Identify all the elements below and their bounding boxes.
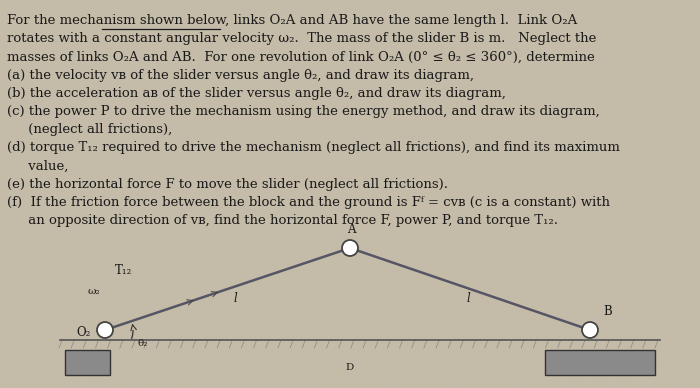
Text: D: D [346,364,354,372]
Bar [545,350,655,375]
Text: (neglect all frictions),: (neglect all frictions), [7,123,172,136]
Circle shape [582,322,598,338]
Text: (a) the velocity vʙ of the slider versus angle θ₂, and draw its diagram,: (a) the velocity vʙ of the slider versus… [7,69,474,81]
Bar [65,350,110,375]
Text: (b) the acceleration aʙ of the slider versus angle θ₂, and draw its diagram,: (b) the acceleration aʙ of the slider ve… [7,87,506,100]
Text: For the mechanism shown below, links O₂A and AB have the same length l.  Link O₂: For the mechanism shown below, links O₂A… [7,14,578,27]
Text: ω₂: ω₂ [88,288,100,296]
Text: (c) the power P to drive the mechanism using the energy method, and draw its dia: (c) the power P to drive the mechanism u… [7,105,600,118]
Text: an opposite direction of vʙ, find the horizontal force F, power P, and torque T₁: an opposite direction of vʙ, find the ho… [7,214,558,227]
Text: rotates with a constant angular velocity ω₂.  The mass of the slider B is m.   N: rotates with a constant angular velocity… [7,32,596,45]
Text: (e) the horizontal force F to move the slider (neglect all frictions).: (e) the horizontal force F to move the s… [7,178,448,191]
Text: T₁₂: T₁₂ [115,263,132,277]
Text: (d) torque T₁₂ required to drive the mechanism (neglect all frictions), and find: (d) torque T₁₂ required to drive the mec… [7,141,620,154]
Text: B: B [603,305,612,318]
Text: O₂: O₂ [76,326,91,338]
Text: masses of links O₂A and AB.  For one revolution of link O₂A (0° ≤ θ₂ ≤ 360°), de: masses of links O₂A and AB. For one revo… [7,50,595,63]
Text: l: l [467,292,470,305]
Text: value,: value, [7,159,69,173]
Text: l: l [234,292,237,305]
Text: A: A [346,223,355,236]
Text: (f)  If the friction force between the block and the ground is Fᶠ = cvʙ (c is a : (f) If the friction force between the bl… [7,196,610,209]
Text: θ₂: θ₂ [137,340,148,348]
Circle shape [342,240,358,256]
Circle shape [97,322,113,338]
